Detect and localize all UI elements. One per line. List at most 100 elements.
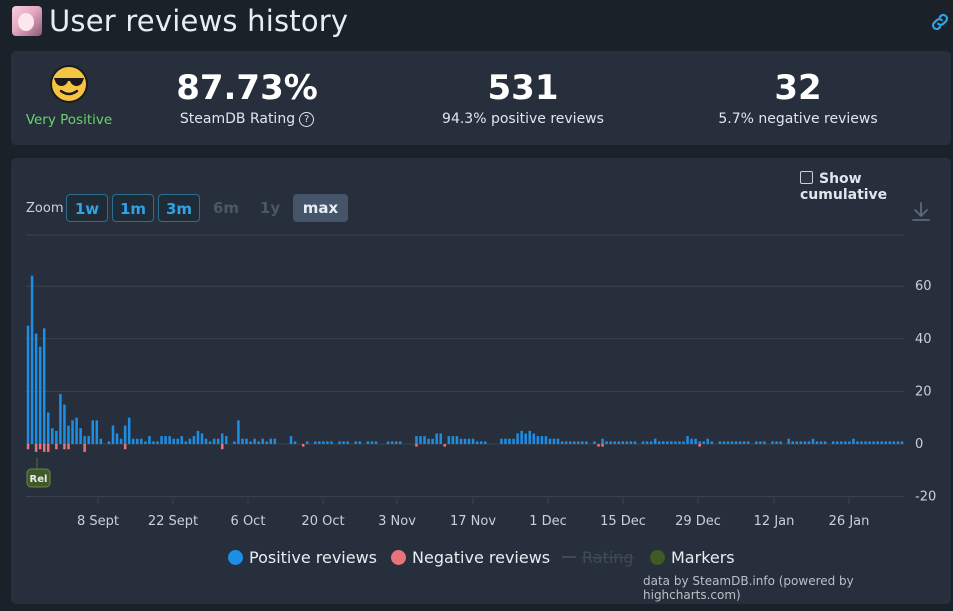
page-title: User reviews history [49,4,349,38]
reviews-chart: 60 40 20 0 -20 8 Sept 22 Sept 6 Oct 20 Oct 3 Nov… [26,234,936,529]
positive-bar [483,441,487,444]
y-axis: 60 40 20 0 -20 [915,279,936,504]
positive-bar [160,436,163,444]
positive-bar [140,438,143,444]
positive-bar [463,438,467,444]
x-tick-label: 17 Nov [450,514,496,529]
positive-bar [795,441,799,444]
positive-bar [835,441,839,444]
positive-bar [208,441,212,444]
positive-bar [241,438,244,444]
positive-bar [548,438,552,444]
download-icon[interactable] [911,201,931,223]
positive-bar [370,441,374,444]
game-avatar [12,6,42,36]
positive-bar [617,441,621,444]
positive-bar [399,441,402,444]
legend-item-positive[interactable]: Positive reviews [228,548,377,567]
zoom-6m-button[interactable]: 6m [212,199,240,217]
positive-bar [641,441,645,444]
positive-bar [564,441,568,444]
zoom-1y-button[interactable]: 1y [259,199,281,217]
positive-bar [326,441,329,444]
positive-bar [91,420,95,444]
positive-bar [746,441,750,444]
negative-caption: 5.7% negative reviews [718,111,878,127]
negative-bar [55,444,58,450]
positive-bar [581,441,584,444]
negative-bar [415,444,418,447]
show-cumulative-toggle[interactable]: Show cumulative [800,171,951,203]
positive-bar [500,438,503,444]
positive-bar [184,441,188,444]
positive-bar [678,441,681,444]
positive-bar [249,441,252,444]
positive-bar [225,436,228,444]
positive-bar [625,441,629,444]
legend-item-markers[interactable]: Markers [650,548,735,567]
legend-negative-label: Negative reviews [412,548,551,567]
positive-bar [593,441,596,444]
chart-markers: Rel [26,458,51,488]
positive-bar [26,325,30,444]
positive-bar [900,441,904,444]
positive-bar [572,441,576,444]
positive-bar [354,441,358,444]
positive-bar [799,441,803,444]
positive-bar [520,430,523,444]
link-icon[interactable] [929,11,951,33]
positive-bar [346,441,349,444]
negative-bar [67,444,70,450]
positive-bar [831,441,835,444]
positive-bar [59,394,62,444]
chart-grid [26,234,904,498]
zoom-1w-button[interactable]: 1w [66,194,108,222]
positive-bar [196,430,200,444]
positive-bar [479,441,483,444]
positive-bar [803,441,807,444]
positive-bar [366,441,370,444]
positive-bar [176,438,179,444]
positive-bar [844,441,847,444]
positive-bar [775,441,778,444]
positive-bar [51,428,54,444]
negative-bar [443,444,447,447]
positive-bar [390,441,394,444]
positive-bar [633,441,637,444]
positive-bar [322,441,325,444]
positive-bar [95,420,99,444]
positive-bar [358,441,362,444]
positive-count: 531 [487,68,559,108]
help-icon[interactable]: ? [299,112,315,127]
positive-bar [585,441,588,444]
positive-bar [127,417,131,444]
positive-bar [605,441,608,444]
legend-item-negative[interactable]: Negative reviews [391,548,550,567]
positive-bar [508,438,511,444]
zoom-max-button[interactable]: max [293,194,348,222]
positive-bar [115,433,119,444]
positive-bar [144,441,147,444]
positive-bar [330,441,333,444]
positive-bar [852,438,855,444]
positive-bar [698,441,701,444]
cumulative-checkbox[interactable] [800,171,813,184]
positive-bar [888,441,892,444]
positive-bar [305,441,309,444]
zoom-1m-button[interactable]: 1m [112,194,154,222]
x-tick-label: 12 Jan [754,514,795,529]
zoom-3m-button[interactable]: 3m [158,194,200,222]
positive-bar [435,433,438,444]
positive-bar [386,441,390,444]
positive-bar [819,441,823,444]
negative-bar [26,444,30,450]
legend-item-rating[interactable]: Rating [562,548,634,567]
positive-bar [880,441,884,444]
positive-bar [245,438,248,444]
chart-bars [26,275,904,452]
positive-bar [427,438,430,444]
legend-rating-line [562,556,576,558]
positive-bar [168,436,171,444]
negative-bar [83,444,86,452]
positive-bar [237,420,240,444]
